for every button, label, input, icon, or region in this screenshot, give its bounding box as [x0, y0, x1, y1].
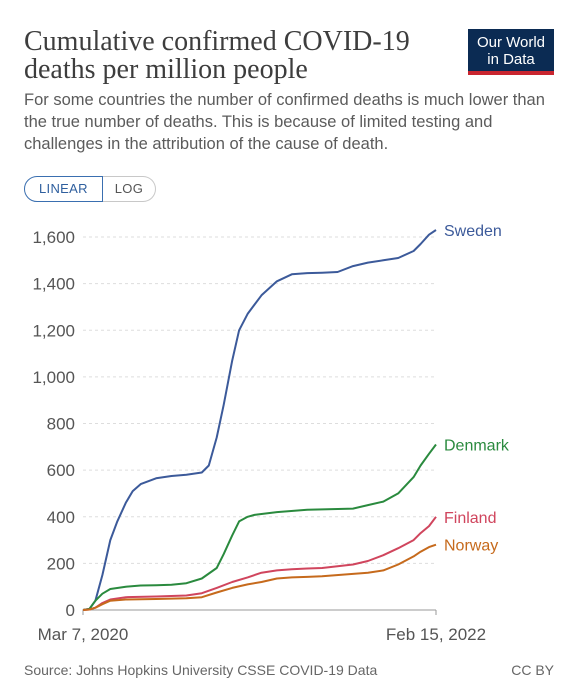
grid-layer: [83, 236, 436, 611]
series-line-sweden[interactable]: [82, 229, 437, 611]
chart-title: Cumulative confirmed COVID-19 deaths per…: [24, 26, 410, 85]
series-label-denmark[interactable]: Denmark: [444, 437, 510, 454]
y-tick-label: 0: [66, 601, 75, 620]
logo-red-bar: [468, 71, 554, 75]
license-link[interactable]: CC BY: [511, 662, 554, 678]
y-tick-label: 400: [47, 508, 75, 527]
logo-text-line1: Our World: [476, 34, 546, 51]
y-tick-label: 1,200: [32, 321, 75, 340]
x-axis: Mar 7, 2020 Feb 15, 2022: [38, 610, 486, 644]
x-tick-label: Feb 15, 2022: [386, 625, 486, 644]
y-tick-label: 200: [47, 554, 75, 573]
owid-logo[interactable]: Our World in Data: [468, 29, 554, 75]
series-line-finland[interactable]: [82, 516, 437, 611]
series-labels: Sweden Denmark Finland Norway: [444, 223, 510, 555]
y-tick-label: 600: [47, 461, 75, 480]
x-tick-label: Mar 7, 2020: [38, 625, 129, 644]
y-tick-label: 1,600: [32, 228, 75, 247]
y-axis: 0 200 400 600 800 1,000 1,200 1,400 1,600: [32, 228, 75, 620]
series-label-finland[interactable]: Finland: [444, 510, 496, 527]
line-chart: 0 200 400 600 800 1,000 1,200 1,400 1,600 Mar 7,…: [32, 223, 510, 644]
source-note[interactable]: Source: Johns Hopkins University CSSE CO…: [24, 662, 378, 678]
logo-text-line2: in Data: [487, 51, 535, 68]
chart-subtitle: For some countries the number of confirm…: [24, 91, 545, 153]
series-label-norway[interactable]: Norway: [444, 538, 498, 555]
scale-toggle: LINEAR LOG: [24, 176, 157, 202]
y-tick-label: 1,400: [32, 275, 75, 294]
series-line-denmark[interactable]: [82, 443, 437, 611]
series-label-sweden[interactable]: Sweden: [444, 223, 502, 240]
y-tick-label: 800: [47, 415, 75, 434]
log-scale-button[interactable]: LOG: [102, 176, 157, 202]
y-tick-label: 1,000: [32, 368, 75, 387]
series-line-norway[interactable]: [82, 543, 437, 611]
series-layer: [82, 229, 437, 611]
linear-scale-button[interactable]: LINEAR: [24, 176, 103, 202]
